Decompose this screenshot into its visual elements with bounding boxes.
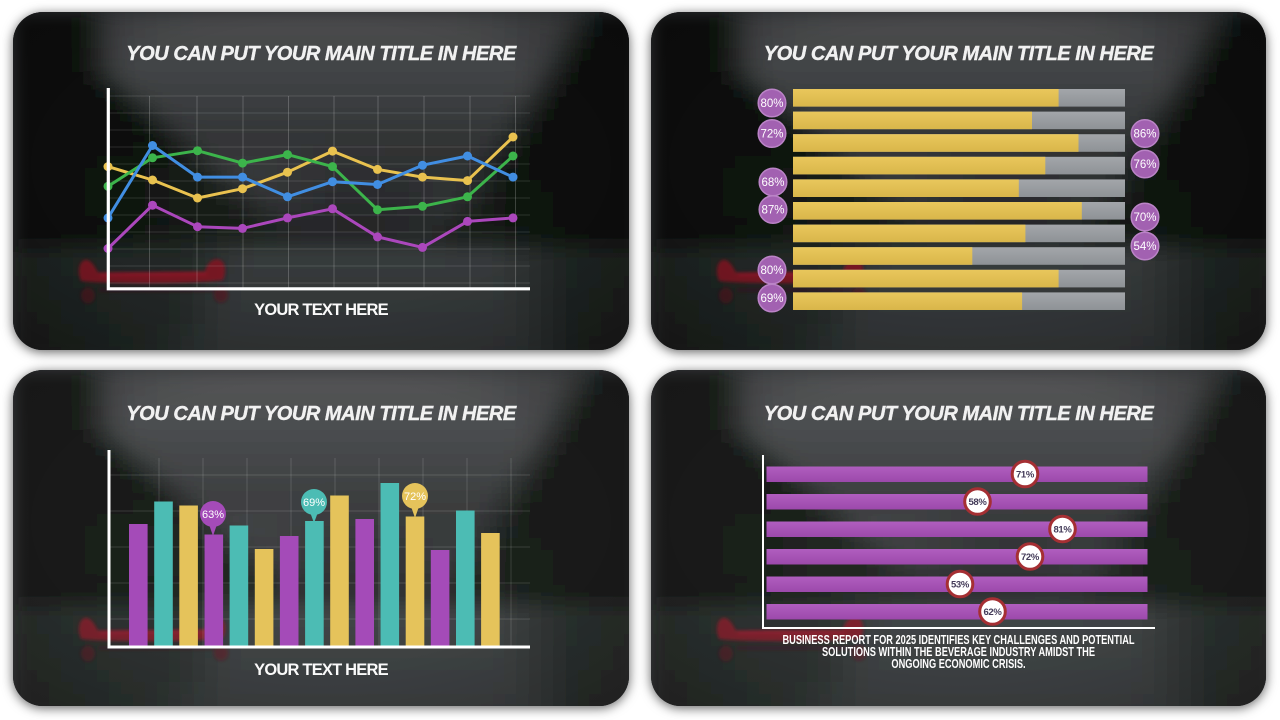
svg-text:58%: 58% [968,497,987,508]
svg-text:68%: 68% [761,177,784,189]
svg-text:80%: 80% [760,265,783,277]
svg-text:54%: 54% [1133,241,1156,253]
svg-text:81%: 81% [1053,525,1072,536]
svg-text:69%: 69% [303,497,325,509]
svg-text:69%: 69% [760,293,783,305]
svg-text:72%: 72% [760,129,783,141]
svg-text:80%: 80% [760,98,783,110]
svg-text:86%: 86% [1133,129,1156,141]
svg-text:72%: 72% [1021,552,1040,563]
svg-text:76%: 76% [1133,159,1156,171]
svg-text:71%: 71% [1016,470,1035,481]
svg-text:72%: 72% [404,491,426,503]
svg-text:70%: 70% [1133,212,1156,224]
svg-text:87%: 87% [761,205,784,217]
svg-text:53%: 53% [951,580,970,591]
svg-text:62%: 62% [983,607,1002,618]
svg-text:63%: 63% [202,509,224,521]
